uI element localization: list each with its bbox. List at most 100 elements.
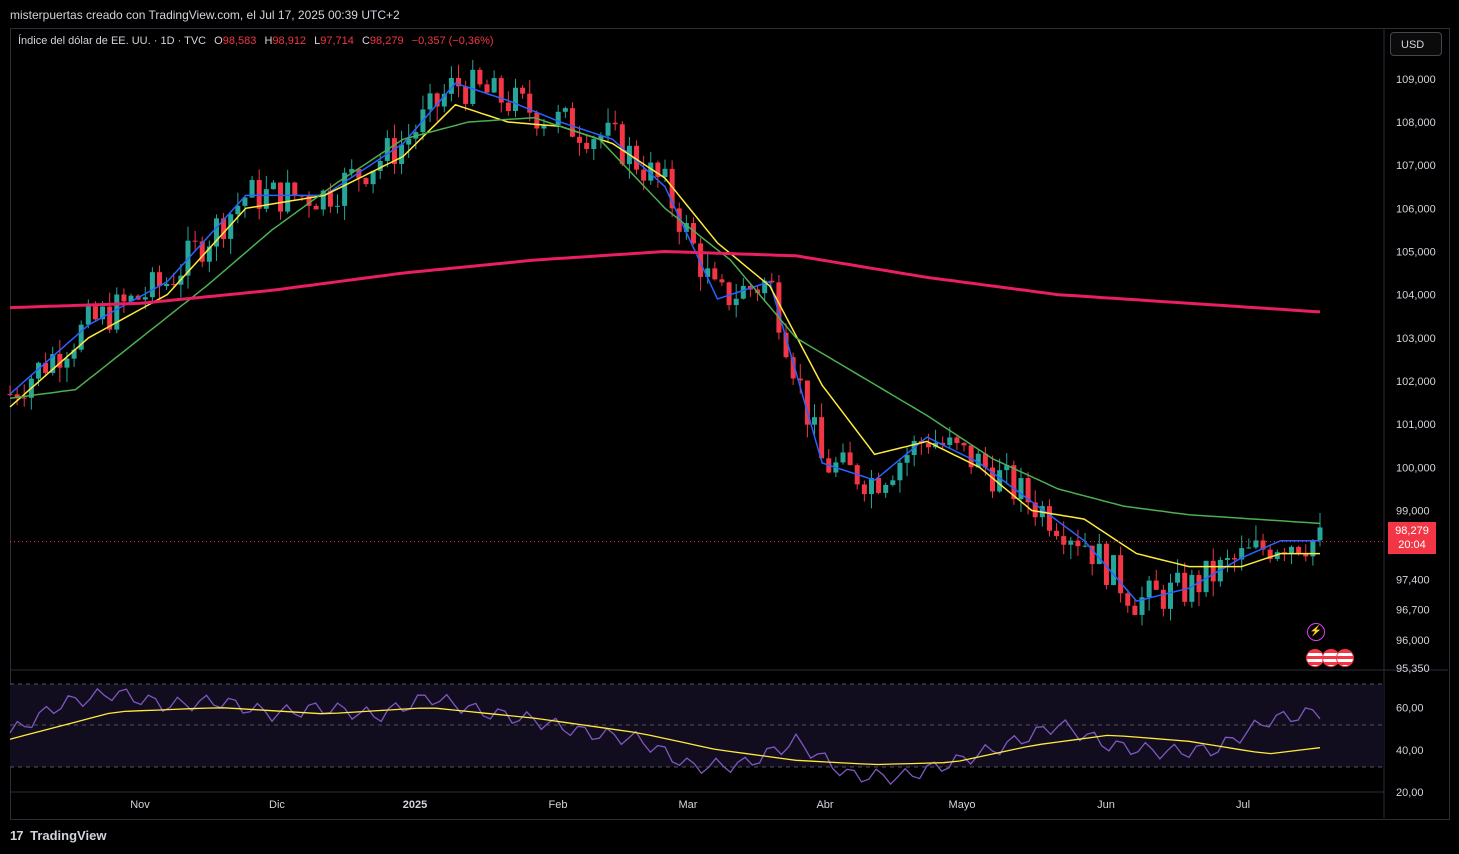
- candle-body: [1096, 543, 1102, 565]
- chart-attribution: misterpuertas creado con TradingView.com…: [10, 8, 400, 22]
- candle-body: [335, 205, 340, 207]
- candle-body: [840, 452, 846, 463]
- candle-body: [698, 243, 704, 277]
- candle-body: [1061, 536, 1067, 545]
- candle-body: [448, 78, 454, 94]
- candle-body: [605, 122, 611, 136]
- candle-body: [477, 69, 483, 85]
- legend-open: 98,583: [222, 35, 257, 47]
- candle-body: [868, 477, 874, 495]
- price-tick-12: 96,700: [1396, 605, 1430, 617]
- us-flag-icon-3[interactable]: [1336, 649, 1354, 667]
- candle-body: [1132, 605, 1138, 615]
- candle-body: [619, 124, 625, 165]
- candle-body: [598, 135, 604, 140]
- candle-body: [769, 280, 775, 283]
- legend-low: 97,714: [320, 35, 354, 47]
- price-tick-1: 108,000: [1396, 117, 1436, 129]
- candle-body: [50, 354, 56, 373]
- candle-body: [1046, 506, 1052, 531]
- candle-body: [562, 108, 568, 112]
- ma-line-1: [9, 103, 1320, 568]
- candle-body: [484, 84, 490, 93]
- candle-body: [584, 142, 590, 150]
- candle-body: [690, 223, 696, 244]
- candle-body: [1274, 552, 1280, 559]
- candle-body: [812, 417, 818, 425]
- candle-body: [1153, 580, 1159, 590]
- candle-body: [71, 349, 77, 359]
- price-tick-13: 96,000: [1396, 635, 1430, 647]
- last-price-value: 98,279: [1395, 525, 1429, 537]
- price-tick-6: 103,000: [1396, 333, 1436, 345]
- candle-body: [804, 380, 810, 425]
- candle-body: [897, 462, 903, 481]
- candle-body: [164, 283, 170, 287]
- legend-high: 98,912: [272, 35, 307, 47]
- candle-body: [569, 108, 575, 137]
- candle-body: [57, 354, 63, 368]
- candle-body: [990, 467, 995, 492]
- candle-body: [213, 218, 219, 247]
- rsi-tick-0: 60,00: [1396, 703, 1424, 715]
- candle-body: [1182, 572, 1188, 602]
- candle-body: [1167, 582, 1173, 609]
- candle-body: [1082, 545, 1088, 547]
- lightning-icon[interactable]: ⚡: [1307, 623, 1325, 641]
- candle-body: [904, 455, 910, 463]
- candle-body: [541, 125, 547, 129]
- candle-body: [1210, 560, 1216, 582]
- candle-body: [641, 169, 647, 181]
- candle-body: [527, 93, 533, 113]
- ma-line-3: [9, 249, 1321, 314]
- candle-body: [1032, 502, 1038, 518]
- candle-body: [1075, 540, 1081, 547]
- candle-body: [391, 138, 397, 164]
- candle-body: [128, 295, 134, 302]
- candle-body: [228, 214, 234, 239]
- time-tick-4: Mar: [679, 799, 698, 811]
- time-tick-6: Mayo: [949, 799, 976, 811]
- candle-body: [555, 111, 561, 125]
- candle-body: [861, 484, 867, 495]
- candle-body: [883, 484, 889, 493]
- candle-body: [327, 190, 333, 207]
- candle-body: [456, 78, 462, 87]
- candle-body: [577, 136, 583, 143]
- time-tick-8: Jul: [1236, 799, 1250, 811]
- candle-body: [1260, 540, 1266, 550]
- candle-body: [719, 279, 725, 283]
- candle-body: [1018, 478, 1024, 500]
- candle-body: [520, 87, 526, 94]
- rsi-tick-2: 20,00: [1396, 787, 1424, 799]
- candle-body: [85, 306, 91, 325]
- candle-body: [427, 93, 433, 110]
- candle-body: [1146, 580, 1152, 598]
- candle-body: [14, 394, 20, 398]
- candle-body: [221, 218, 227, 239]
- rsi-band: [10, 684, 1384, 767]
- candle-body: [954, 437, 960, 444]
- candle-body: [726, 282, 732, 306]
- candle-body: [733, 298, 739, 306]
- candle-body: [114, 294, 120, 330]
- candle-body: [1011, 465, 1017, 500]
- candle-body: [1303, 553, 1309, 557]
- candle-body: [591, 139, 597, 150]
- candle-body: [1246, 547, 1252, 549]
- time-tick-7: Jun: [1097, 799, 1115, 811]
- candle-body: [377, 160, 383, 171]
- time-tick-5: Abr: [816, 799, 833, 811]
- candle-body: [285, 182, 291, 212]
- rsi-tick-1: 40,00: [1396, 745, 1424, 757]
- currency-button[interactable]: USD: [1390, 32, 1442, 56]
- candle-body: [890, 480, 896, 485]
- candle-body: [1232, 558, 1238, 560]
- candle-body: [1289, 546, 1295, 554]
- candle-body: [1310, 540, 1316, 557]
- candle-body: [306, 195, 312, 206]
- ma-line-2: [9, 116, 1321, 525]
- candle-body: [242, 197, 248, 206]
- last-price-label: 98,279 20:04: [1388, 522, 1436, 554]
